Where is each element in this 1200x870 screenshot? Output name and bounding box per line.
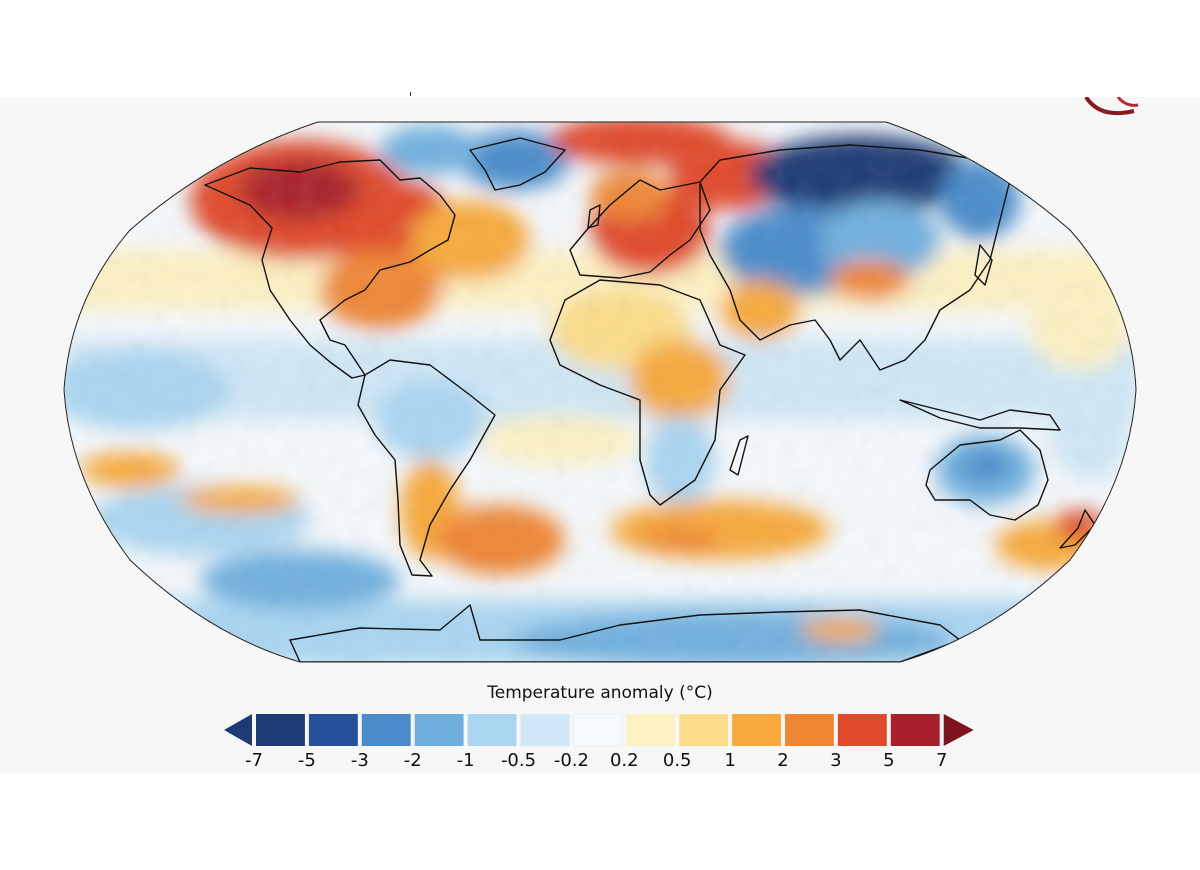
africa-coast	[549, 279, 746, 506]
world-map	[63, 121, 1137, 663]
indonesia-coast	[899, 399, 1061, 431]
colorbar-tick-label: 3	[830, 750, 842, 771]
colorbar-high-arrow	[943, 714, 974, 746]
asia-coast	[699, 144, 1011, 371]
colorbar-swatch	[361, 714, 411, 746]
antarctica-coast	[289, 604, 961, 662]
australia-coast	[925, 429, 1049, 521]
colorbar-tick-label: 0.2	[609, 750, 639, 771]
colorbar-swatch	[256, 714, 305, 746]
colorbar-tick-label: 1	[724, 750, 736, 771]
madagascar-coast	[729, 435, 749, 476]
colorbar-tick-label: -2	[403, 750, 422, 771]
new-zealand-coast	[1059, 509, 1096, 549]
uk-coast	[587, 204, 601, 229]
colorbar-tick-label: -0.5	[500, 750, 537, 771]
colorbar-tick-labels: -7 -5 -3 -2 -1 -0.5 -0.2 0.2 0.5 1 2 3 5 7	[0, 750, 1200, 776]
colorbar-swatch	[785, 714, 834, 746]
colorbar-swatch	[626, 714, 676, 746]
coastlines	[204, 137, 1096, 662]
colorbar-swatch	[414, 714, 464, 746]
colorbar-swatch	[467, 714, 517, 746]
greenland-coast	[469, 137, 566, 191]
colorbar-tick-label: 0.5	[662, 750, 692, 771]
colorbar-swatch	[520, 714, 570, 746]
colorbar-swatch	[308, 714, 358, 746]
colorbar-swatch	[732, 714, 781, 746]
colorbar-tick-label: -5	[297, 750, 316, 771]
anomaly-field	[64, 122, 1136, 662]
colorbar-low-arrow	[224, 714, 252, 746]
japan-coast	[974, 244, 993, 286]
colorbar-tick-label: -0.2	[553, 750, 589, 771]
legend-title: Temperature anomaly (°C)	[487, 683, 713, 703]
colorbar-swatch	[890, 714, 940, 746]
colorbar-swatch	[837, 714, 887, 746]
colorbar-tick-label: -3	[350, 750, 369, 771]
logo-arc-icon	[1084, 97, 1139, 116]
colorbar-swatch	[572, 713, 623, 747]
cropped-mark	[410, 92, 411, 96]
colorbar-tick-label: 7	[935, 750, 948, 771]
north-america-coast	[204, 159, 456, 379]
colorbar-tick-label: -7	[245, 750, 263, 771]
colorbar-tick-label: -1	[456, 750, 475, 771]
colorbar-swatch	[679, 714, 729, 746]
colorbar	[224, 713, 974, 747]
south-america-coast	[357, 359, 496, 577]
colorbar-tick-label: 2	[777, 750, 789, 771]
colorbar-tick-label: 5	[883, 750, 895, 771]
